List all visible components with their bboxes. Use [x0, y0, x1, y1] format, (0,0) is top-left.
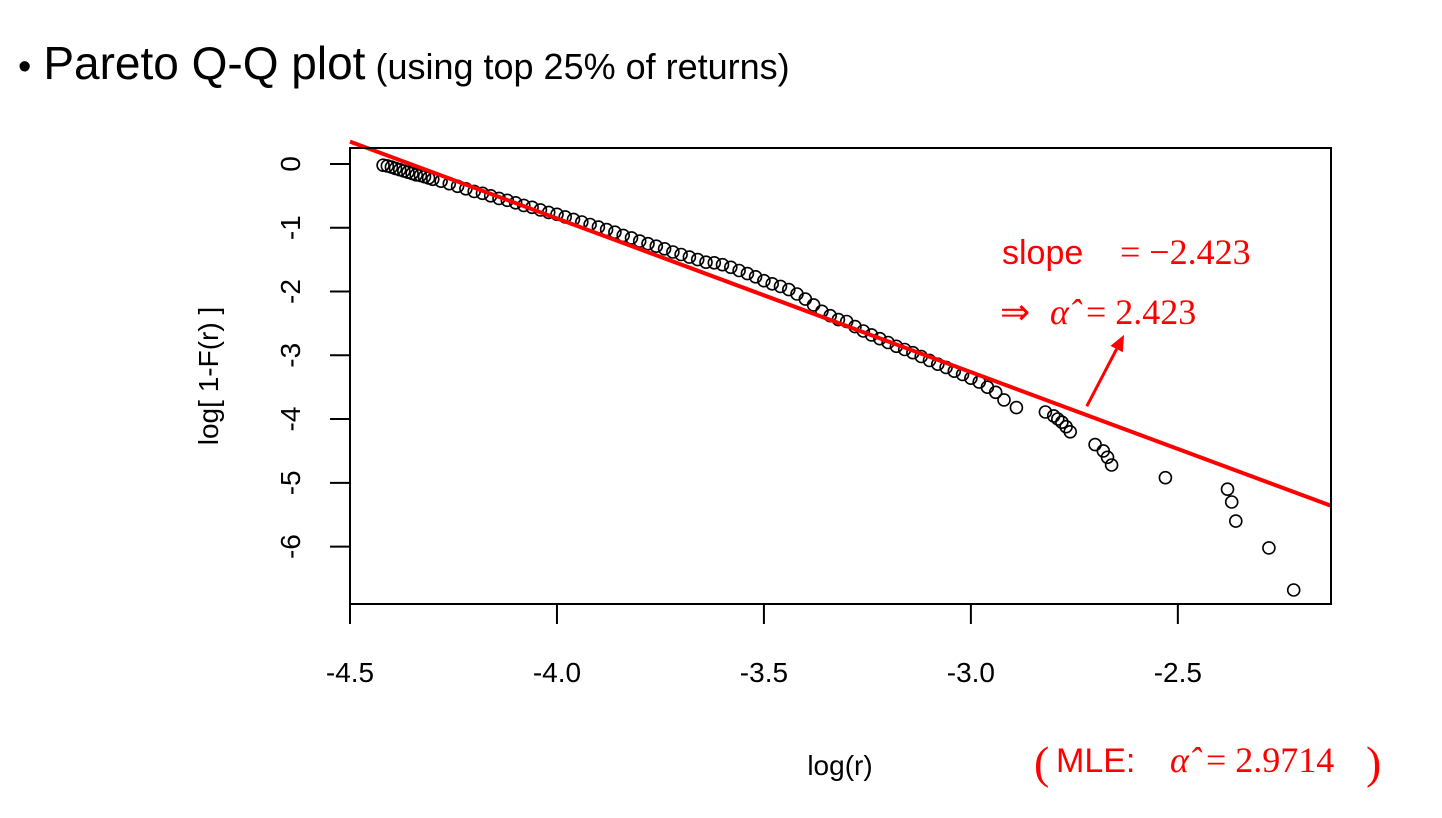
data-point: [1262, 541, 1276, 555]
data-point: [1220, 482, 1235, 497]
mle-prefix: MLE:: [1056, 742, 1135, 780]
x-tick-label: -3.5: [740, 657, 788, 688]
plot-frame: [349, 147, 1332, 605]
data-point: [1224, 495, 1239, 509]
data-point: [723, 260, 738, 275]
y-tick-label: -5: [275, 470, 306, 495]
data-point: [1088, 437, 1102, 452]
x-tick-label: -4.5: [326, 657, 374, 688]
data-point: [666, 245, 680, 259]
data-point: [997, 393, 1011, 407]
data-point: [765, 276, 780, 291]
data-point: [632, 234, 647, 248]
x-tick-label: -4.0: [533, 657, 581, 688]
title-text: Pareto Q-Q plot: [43, 37, 366, 89]
data-point: [732, 263, 746, 278]
slope-label: slope: [1002, 234, 1083, 272]
data-point: [781, 282, 796, 297]
alpha-hat-symbol: α̂: [1050, 292, 1083, 332]
data-point: [1009, 400, 1024, 415]
y-tick-label: -4: [275, 407, 306, 432]
data-point: [757, 273, 771, 288]
data-point: [1055, 415, 1069, 430]
data-point: [1229, 514, 1243, 528]
y-tick-label: -3: [275, 343, 306, 368]
data-point: [1286, 583, 1301, 597]
annotation-arrow: [1085, 348, 1118, 407]
mle-alpha-symbol: α̂: [1170, 740, 1203, 780]
data-point: [649, 239, 664, 253]
data-point: [806, 298, 821, 312]
data-point: [674, 247, 688, 262]
alpha-estimate-value: = 2.423: [1086, 292, 1196, 332]
x-tick-label: -3.0: [947, 657, 995, 688]
bullet-marker: •: [18, 46, 32, 88]
data-point: [409, 168, 424, 182]
data-point: [773, 279, 788, 294]
slide-title: • Pareto Q-Q plot (using top 25% of return…: [18, 36, 790, 90]
mle-open-paren: (: [1034, 737, 1049, 788]
data-point: [682, 250, 697, 264]
slope-value: = −2.423: [1120, 232, 1251, 272]
data-point: [1104, 458, 1119, 472]
data-point: [988, 385, 1003, 400]
data-point: [1100, 450, 1115, 465]
annotation-arrow-head: [1110, 334, 1125, 353]
subtitle-text: (using top 25% of returns): [375, 46, 790, 87]
data-point: [1051, 412, 1065, 426]
data-point: [657, 242, 672, 256]
data-points: [376, 158, 1301, 597]
y-axis: 0 -1 -2 -3 -4 -5 -6: [275, 156, 351, 559]
y-tick-label: 0: [275, 156, 306, 172]
mle-value: = 2.9714: [1206, 740, 1334, 780]
implies-symbol: ⇒: [1000, 292, 1030, 332]
data-point: [690, 252, 705, 267]
data-point: [699, 255, 713, 270]
fit-line: [349, 139, 1332, 508]
data-point: [715, 257, 730, 272]
mle-note: ( MLE: α̂ = 2.9714 ): [1034, 737, 1381, 788]
data-point: [740, 266, 755, 281]
y-tick-label: -2: [275, 279, 306, 304]
data-point: [748, 269, 763, 284]
y-tick-label: -1: [275, 215, 306, 240]
data-point: [1158, 470, 1173, 485]
mle-close-paren: ): [1366, 737, 1381, 788]
y-axis-title: log[ 1-F(r) ]: [193, 307, 224, 445]
data-point: [624, 231, 639, 245]
data-point: [641, 236, 655, 251]
data-point: [1038, 405, 1053, 419]
x-axis: -4.5 -4.0 -3.5 -3.0 -2.5: [326, 603, 1202, 688]
data-point: [707, 255, 722, 270]
x-axis-title: log(r): [807, 750, 872, 781]
x-tick-label: -2.5: [1154, 657, 1202, 688]
y-tick-label: -6: [275, 534, 306, 559]
data-point: [1063, 424, 1077, 439]
